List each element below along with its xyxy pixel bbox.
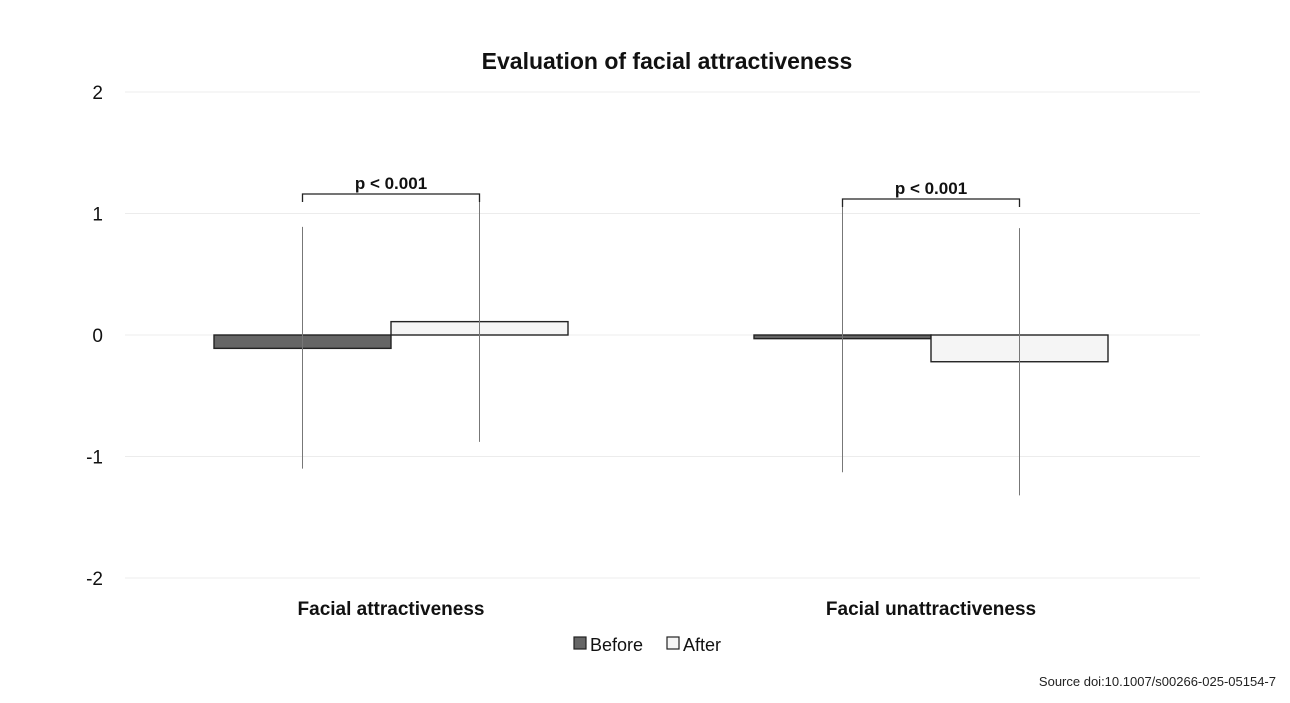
legend-swatch-after [666,636,680,650]
significance-bracket [301,193,481,202]
legend-swatch-before [573,636,587,650]
legend-label-before: Before [590,635,643,655]
annotation-layer: p < 0.001 p < 0.001 [301,174,1021,207]
x-category-label: Facial attractiveness [298,599,485,620]
y-tick-label: -2 [86,569,103,590]
chart-title: Evaluation of facial attractiveness [482,48,853,74]
axis-layer: 2 1 0 -1 -2 Facial attractiveness Facial unatt… [86,83,1036,620]
source-text: Source doi:10.1007/s00266-025-05154-7 [1039,674,1276,689]
y-tick-label: 2 [92,83,103,104]
x-category-label: Facial unattractiveness [826,599,1036,620]
y-tick-label: 1 [92,205,103,226]
y-tick-label: -1 [86,448,103,469]
error-layer [302,201,1020,496]
significance-label: p < 0.001 [895,179,967,198]
significance-label: p < 0.001 [355,174,427,193]
legend-label-after: After [683,635,721,655]
bars-layer [213,320,1109,363]
legend-layer: Before After [573,635,721,655]
significance-bracket [841,198,1021,207]
y-tick-label: 0 [92,326,103,347]
